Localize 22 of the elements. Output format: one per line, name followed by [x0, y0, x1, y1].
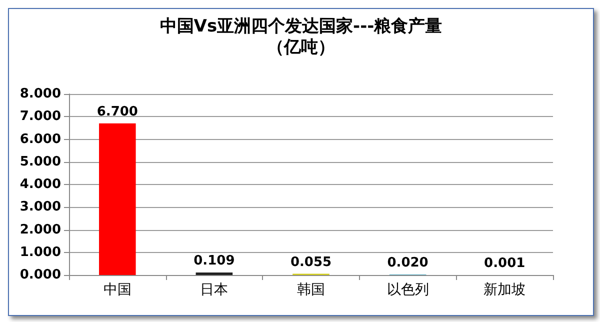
- y-tick-label: 8.000: [20, 86, 61, 102]
- y-tick-label: 5.000: [20, 154, 61, 170]
- bar: [99, 123, 136, 275]
- x-tick-label: 中国: [103, 282, 132, 298]
- data-label: 0.109: [194, 254, 235, 269]
- y-tick-label: 2.000: [20, 222, 61, 238]
- data-label: 0.001: [484, 256, 526, 271]
- x-tick-label: 新加坡: [484, 282, 526, 298]
- data-label: 6.700: [96, 104, 138, 120]
- chart-subtitle: （亿吨）: [267, 38, 335, 58]
- x-tick-label: 韩国: [297, 282, 325, 298]
- y-tick-label: 6.000: [20, 132, 61, 147]
- y-tick-label: 0.000: [20, 268, 61, 282]
- y-tick-label: 4.000: [20, 177, 61, 192]
- data-label: 0.020: [387, 256, 428, 271]
- x-tick-label: 以色列: [386, 282, 429, 298]
- chart-title: 中国Vs亚洲四个发达国家---粮食产量: [160, 16, 442, 36]
- data-label: 0.055: [290, 254, 332, 270]
- x-tick-label: 日本: [200, 282, 228, 298]
- y-tick-label: 3.000: [20, 200, 61, 215]
- y-tick-label: 1.000: [20, 244, 61, 260]
- y-tick-label: 7.000: [20, 109, 61, 124]
